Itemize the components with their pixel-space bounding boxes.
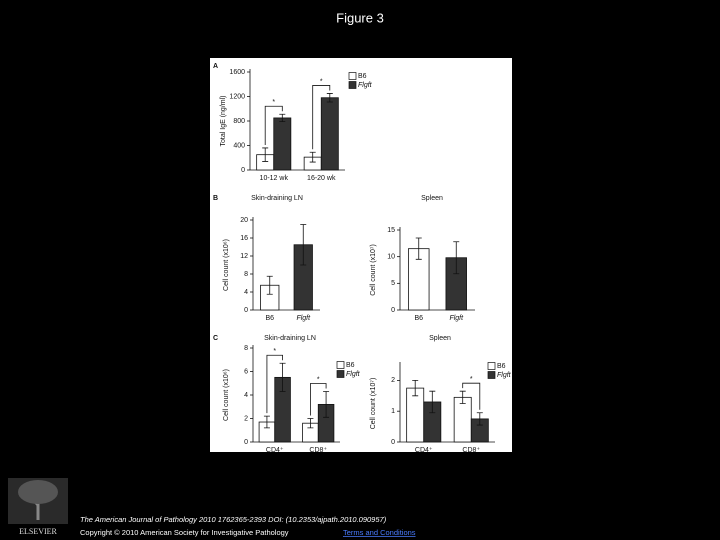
x-tick-label: 16-20 wk bbox=[307, 175, 336, 182]
error-bar bbox=[262, 147, 269, 162]
significance-bracket bbox=[264, 105, 283, 145]
chart-title: Spleen bbox=[429, 335, 451, 342]
publisher-name: ELSEVIER bbox=[19, 527, 57, 536]
legend-label: B6 bbox=[497, 363, 506, 370]
bar bbox=[320, 97, 339, 171]
legend-swatch bbox=[336, 361, 345, 369]
y-tick-label: 4 bbox=[244, 392, 248, 399]
error-bar bbox=[459, 390, 466, 404]
y-tick-label: 0 bbox=[244, 307, 248, 314]
y-tick-label: 800 bbox=[233, 118, 245, 125]
y-tick-label: 1 bbox=[391, 408, 395, 415]
error-bar bbox=[279, 113, 286, 123]
significance-bracket bbox=[310, 383, 327, 416]
error-bar bbox=[476, 412, 483, 426]
y-axis-label: Cell count (x10⁷) bbox=[370, 378, 377, 430]
figure-panel bbox=[210, 58, 512, 452]
error-bar bbox=[453, 241, 460, 275]
publisher-logo: ELSEVIER bbox=[8, 478, 68, 536]
x-tick-label: Flgft bbox=[296, 315, 311, 322]
legend-swatch bbox=[348, 72, 357, 80]
x-tick-label: 10-12 wk bbox=[260, 175, 289, 182]
x-tick-label: CD4⁺ bbox=[266, 447, 284, 454]
error-bar bbox=[266, 275, 273, 295]
significance-label: * bbox=[272, 99, 275, 106]
y-tick-label: 8 bbox=[244, 345, 248, 352]
copyright: Copyright © 2010 American Society for In… bbox=[80, 528, 289, 537]
error-bar bbox=[323, 391, 330, 418]
significance-label: * bbox=[470, 376, 473, 383]
x-tick-label: CD4⁺ bbox=[415, 447, 433, 454]
panel-letter: C bbox=[213, 335, 218, 342]
panel-letter: B bbox=[213, 195, 218, 202]
panel-letter: A bbox=[213, 63, 218, 70]
y-tick-label: 15 bbox=[387, 227, 395, 234]
y-tick-label: 8 bbox=[244, 271, 248, 278]
y-tick-label: 0 bbox=[391, 439, 395, 446]
error-bar bbox=[415, 237, 422, 260]
bar bbox=[453, 396, 472, 443]
logo-crown bbox=[18, 480, 58, 504]
chart-title: Skin-draining LN bbox=[251, 195, 303, 202]
error-bar bbox=[300, 224, 307, 266]
legend-swatch bbox=[487, 362, 496, 370]
legend-label: B6 bbox=[358, 73, 367, 80]
y-tick-label: 4 bbox=[244, 289, 248, 296]
legend-swatch bbox=[336, 370, 345, 378]
significance-label: * bbox=[317, 376, 320, 383]
chart-title: Spleen bbox=[421, 195, 443, 202]
x-tick-label: Flgft bbox=[449, 315, 464, 322]
x-tick-label: CD8⁺ bbox=[462, 447, 480, 454]
y-tick-label: 20 bbox=[240, 217, 248, 224]
legend-label: Flgft bbox=[346, 371, 361, 378]
y-tick-label: 0 bbox=[391, 307, 395, 314]
legend-label: B6 bbox=[346, 362, 355, 369]
x-tick-label: B6 bbox=[265, 315, 274, 322]
error-bar bbox=[263, 415, 270, 429]
y-axis-label: Cell count (x10⁷) bbox=[370, 244, 377, 296]
error-bar bbox=[412, 380, 419, 397]
legend-label: Flgft bbox=[358, 82, 373, 89]
significance-bracket bbox=[312, 85, 331, 150]
error-bar bbox=[307, 418, 314, 429]
y-axis-label: Cell count (x10⁶) bbox=[223, 239, 230, 291]
y-tick-label: 10 bbox=[387, 254, 395, 261]
y-tick-label: 1200 bbox=[229, 93, 245, 100]
significance-bracket bbox=[266, 354, 283, 414]
y-tick-label: 5 bbox=[391, 280, 395, 287]
legend-swatch bbox=[348, 81, 357, 89]
y-axis-label: Cell count (x10⁶) bbox=[223, 369, 230, 421]
bar bbox=[273, 117, 292, 171]
significance-label: * bbox=[320, 78, 323, 85]
y-tick-label: 16 bbox=[240, 235, 248, 242]
citation: The American Journal of Pathology 2010 1… bbox=[80, 515, 387, 524]
significance-bracket bbox=[462, 382, 481, 410]
y-tick-label: 6 bbox=[244, 368, 248, 375]
y-tick-label: 2 bbox=[391, 377, 395, 384]
legend-label: Flgft bbox=[497, 372, 512, 379]
y-tick-label: 1600 bbox=[229, 69, 245, 76]
x-tick-label: B6 bbox=[414, 315, 423, 322]
terms-link[interactable]: Terms and Conditions bbox=[343, 528, 416, 537]
y-tick-label: 400 bbox=[233, 142, 245, 149]
error-bar bbox=[429, 390, 436, 414]
x-tick-label: CD8⁺ bbox=[309, 447, 327, 454]
error-bar bbox=[326, 93, 333, 103]
y-tick-label: 0 bbox=[241, 167, 245, 174]
error-bar bbox=[279, 362, 286, 392]
slide-title: Figure 3 bbox=[336, 10, 384, 25]
y-tick-label: 0 bbox=[244, 439, 248, 446]
significance-label: * bbox=[273, 348, 276, 355]
y-tick-label: 12 bbox=[240, 253, 248, 260]
legend-swatch bbox=[487, 371, 496, 379]
error-bar bbox=[309, 151, 316, 163]
y-axis-label: Total IgE (ng/ml) bbox=[220, 96, 227, 147]
y-tick-label: 2 bbox=[244, 415, 248, 422]
chart-title: Skin-draining LN bbox=[264, 335, 316, 342]
